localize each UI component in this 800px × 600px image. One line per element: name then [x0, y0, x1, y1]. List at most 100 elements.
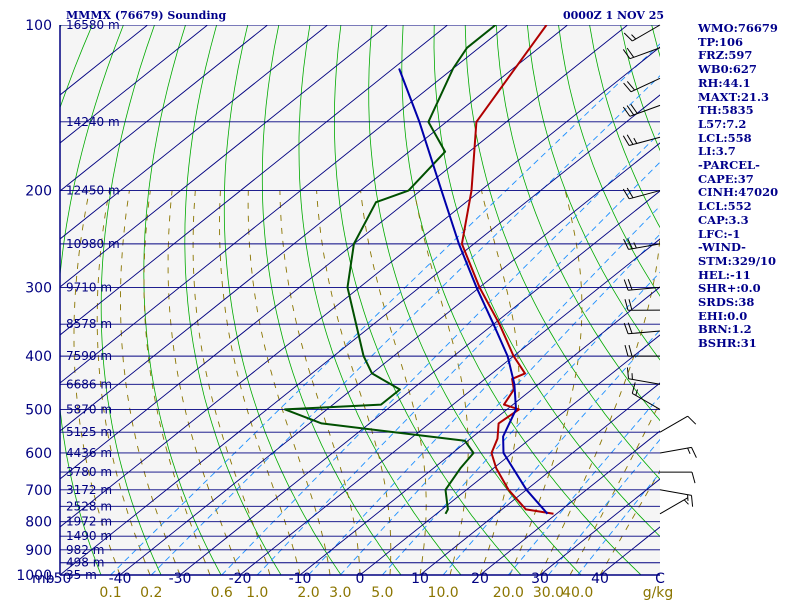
- wind-barbs: [622, 24, 697, 515]
- barb-staff: [632, 392, 661, 410]
- index-line: BRN:1.2: [698, 322, 752, 337]
- barb-flag: [622, 135, 630, 146]
- pressure-tick-label: 900: [25, 543, 52, 559]
- mixing-ratio-label: 40.0: [562, 585, 593, 600]
- height-label: 6686 m: [66, 377, 112, 391]
- index-line: WMO:76679: [698, 21, 778, 35]
- barb-half-flag: [633, 242, 637, 249]
- wind-barb: [622, 47, 661, 60]
- barb-flag: [691, 495, 694, 507]
- dewpoint-trace: [284, 25, 497, 515]
- isotherm: [60, 25, 388, 288]
- mixing-ratio-label: 0.2: [140, 585, 162, 600]
- height-label: 7590 m: [66, 349, 112, 363]
- temperature-trace: [460, 25, 554, 515]
- temperature-tick-label: 20: [471, 571, 489, 587]
- height-label: 9710 m: [66, 280, 112, 294]
- temperature-tick-label: 40: [591, 571, 609, 587]
- sounding-traces: [284, 25, 554, 515]
- pressure-tick-label: 800: [25, 515, 52, 531]
- pressure-tick-label: 1000: [16, 568, 52, 584]
- mixing-ratio-label: 30.0: [533, 585, 564, 600]
- barb-flag: [626, 187, 634, 199]
- height-label: 498 m: [66, 556, 104, 570]
- parcel-trace: [398, 68, 549, 515]
- index-line: LFC:-1: [698, 226, 741, 241]
- index-line: SRDS:38: [698, 295, 755, 310]
- barb-flag: [622, 106, 631, 117]
- wind-barb: [622, 134, 661, 146]
- wind-barb: [659, 497, 689, 515]
- barb-staff: [659, 446, 692, 454]
- index-line: TP:106: [698, 34, 744, 49]
- barb-flag: [626, 81, 635, 91]
- moist-adiabat: [192, 190, 271, 575]
- wind-barb: [623, 77, 661, 93]
- isotherm: [179, 190, 660, 575]
- temperature-tick-label: -10: [289, 571, 312, 587]
- pressure-tick-label: 200: [25, 184, 52, 200]
- index-line: LI:3.7: [698, 144, 736, 159]
- barb-half-flag: [631, 34, 637, 40]
- isotherm: [60, 25, 568, 432]
- barb-flag: [622, 49, 631, 59]
- index-line: TH:5835: [698, 103, 754, 118]
- isotherm: [60, 25, 508, 384]
- barb-flag: [622, 188, 630, 200]
- barb-flag: [627, 322, 633, 334]
- wind-barb: [622, 104, 661, 117]
- chart-title: MMMX (76679) Sounding: [66, 9, 227, 22]
- height-label: 1490 m: [66, 529, 112, 543]
- isotherm: [539, 478, 660, 575]
- barb-flag: [628, 344, 633, 357]
- wind-barb: [623, 279, 661, 291]
- temperature-tick-label: 10: [411, 571, 429, 587]
- barb-staff: [659, 497, 688, 515]
- index-line: HEL:-11: [698, 267, 751, 282]
- wind-barb: [631, 382, 661, 410]
- height-label: 14240 m: [66, 115, 120, 129]
- barb-flag: [623, 82, 632, 93]
- index-line: LCL:558: [698, 130, 752, 145]
- barb-staff: [630, 77, 661, 93]
- mixing-ratio-label: 2.0: [297, 585, 319, 600]
- index-line: CAP:3.3: [698, 212, 749, 227]
- isotherm: [359, 334, 660, 575]
- wind-barb: [659, 446, 697, 458]
- isotherm: [60, 25, 268, 192]
- barb-staff: [659, 489, 692, 496]
- temperature-tick-label: 30: [531, 571, 549, 587]
- index-line: WB0:627: [698, 62, 757, 77]
- index-line: LCL:552: [698, 199, 752, 214]
- height-label: 16580 m: [66, 18, 120, 32]
- index-line: STM:329/10: [698, 253, 777, 268]
- height-label: 3780 m: [66, 465, 112, 479]
- pressure-unit-label: mb: [32, 571, 55, 587]
- barb-half-flag: [633, 137, 638, 144]
- barb-staff: [629, 104, 661, 117]
- indices-panel: WMO:76679 TP:106 FRZ:597 WB0:627 RH:44.1 MAXT…: [698, 21, 798, 351]
- barb-flag: [691, 471, 696, 484]
- isotherm: [119, 142, 660, 575]
- height-label: 2528 m: [66, 499, 112, 513]
- isotherm: [479, 430, 660, 575]
- index-line: -WIND-: [698, 240, 746, 255]
- barb-flag: [626, 134, 634, 145]
- pressure-tick-label: 700: [25, 483, 52, 499]
- height-label: 12450 m: [66, 184, 120, 198]
- barb-staff: [628, 190, 661, 200]
- barb-staff: [628, 243, 661, 250]
- mixing-ratio-label: 5.0: [371, 585, 393, 600]
- barb-flag: [627, 279, 633, 291]
- wind-barb: [622, 187, 661, 200]
- barb-flag: [626, 47, 635, 58]
- height-label: 3172 m: [66, 483, 112, 497]
- temperature-tick-label: 0: [356, 571, 365, 587]
- index-line: FRZ:597: [698, 48, 753, 63]
- temperature-tick-label: -40: [109, 571, 132, 587]
- index-line: EHI:0.0: [698, 308, 748, 323]
- wind-barb: [659, 415, 697, 433]
- barb-half-flag: [635, 389, 638, 396]
